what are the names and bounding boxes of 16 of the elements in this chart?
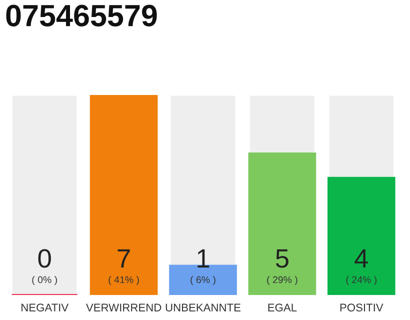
data-label: ( 0% ) <box>32 276 57 286</box>
data-label: ( 29% ) <box>267 276 298 286</box>
annotation: 1 <box>198 249 210 268</box>
annotation: 7 <box>118 249 130 268</box>
x-tick-label: VERWIRREND <box>86 304 162 312</box>
x-tick-label: EGAL <box>268 304 297 312</box>
data-label: ( 41% ) <box>108 276 139 286</box>
data-label: ( 24% ) <box>346 276 376 286</box>
annotation: 0 <box>38 249 51 268</box>
annotation: 4 <box>354 249 368 268</box>
x-tick-label: NEGATIV <box>22 304 69 312</box>
x-tick-label: POSITIV <box>340 304 384 312</box>
annotation: 5 <box>276 249 288 268</box>
data-label: ( 6% ) <box>190 276 216 286</box>
chart-title: 075465579 <box>6 4 157 26</box>
x-tick-label: UNBEKANNTE <box>166 304 240 312</box>
